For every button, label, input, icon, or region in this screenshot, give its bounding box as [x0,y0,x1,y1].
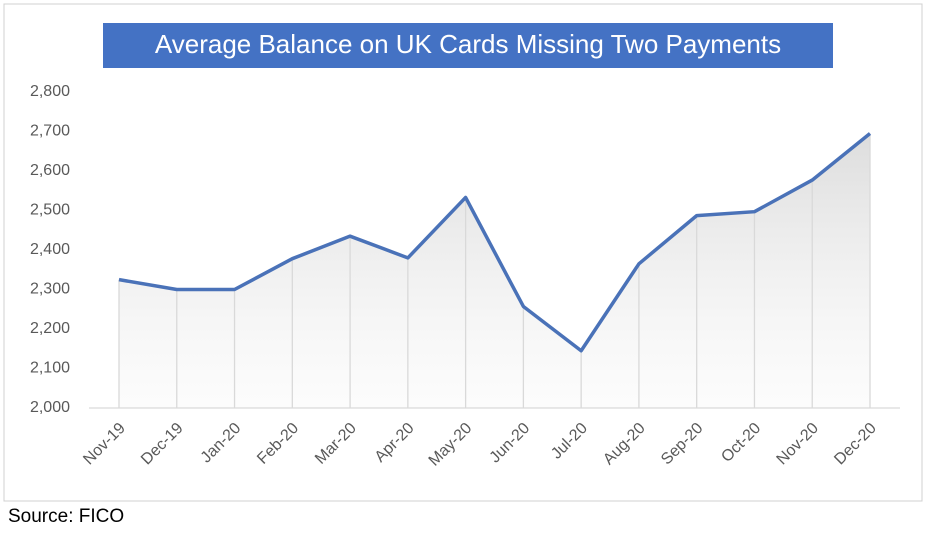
y-tick-label: 2,800 [30,83,70,100]
area [119,133,870,408]
y-tick-label: 2,500 [30,202,70,219]
source: Source: FICO [8,506,124,527]
y-tick-label: 2,100 [30,360,70,377]
y-tick-label: 2,000 [30,399,70,416]
title-box [103,23,833,68]
chart-title: Average Balance on UK Cards Missing Two … [155,29,781,59]
y-tick-label: 2,300 [30,281,70,298]
y-tick-label: 2,400 [30,241,70,258]
y-tick-label: 2,700 [30,123,70,140]
y-tick-label: 2,200 [30,320,70,337]
line [118,132,872,353]
y-tick-label: 2,600 [30,162,70,179]
